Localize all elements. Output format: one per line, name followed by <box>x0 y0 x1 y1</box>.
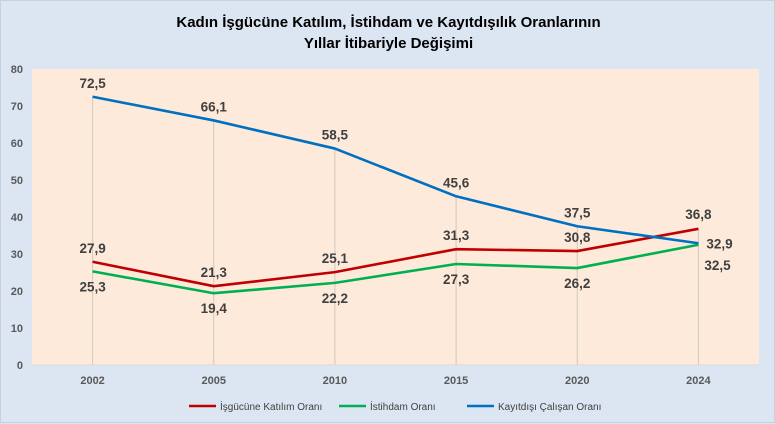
data-label: 58,5 <box>322 128 349 143</box>
data-label: 72,5 <box>79 76 106 91</box>
plot-area <box>32 69 759 365</box>
y-tick-label: 0 <box>17 360 23 372</box>
y-tick-label: 80 <box>11 64 23 76</box>
data-label: 25,3 <box>79 279 106 294</box>
x-tick-label: 2005 <box>202 375 226 387</box>
chart-title: Kadın İşgücüne Katılım, İstihdam ve Kayı… <box>1 12 775 54</box>
legend-label: İstihdam Oranı <box>370 400 436 413</box>
y-tick-label: 40 <box>11 212 23 224</box>
data-label: 45,6 <box>443 175 470 190</box>
x-tick-label: 2015 <box>444 375 468 387</box>
data-label: 32,5 <box>704 258 731 273</box>
series-line-2 <box>92 95 699 245</box>
data-label: 32,9 <box>706 236 732 251</box>
y-tick-label: 30 <box>11 249 23 261</box>
chart-title-line2: Yıllar İtibariyle Değişimi <box>303 35 474 52</box>
chart-title-line1: Kadın İşgücüne Katılım, İstihdam ve Kayı… <box>176 14 601 31</box>
y-tick-label: 10 <box>11 323 23 335</box>
y-tick-label: 50 <box>11 175 23 187</box>
series-line-1 <box>92 243 699 295</box>
legend-label: İşgücüne Katılım Oranı <box>220 400 322 413</box>
data-label: 30,8 <box>564 230 591 245</box>
data-label: 37,5 <box>564 205 591 220</box>
x-tick-label: 2002 <box>80 375 104 387</box>
data-label: 21,3 <box>201 265 228 280</box>
y-tick-label: 70 <box>11 101 23 113</box>
data-label: 66,1 <box>201 99 228 114</box>
x-tick-label: 2020 <box>565 375 589 387</box>
data-label: 22,2 <box>322 291 348 306</box>
data-label: 25,1 <box>322 251 349 266</box>
y-tick-label: 20 <box>11 286 23 298</box>
data-label: 31,3 <box>443 228 470 243</box>
legend-label: Kayıtdışı Çalışan Oranı <box>498 402 601 413</box>
x-tick-label: 2010 <box>323 375 347 387</box>
x-tick-label: 2024 <box>686 375 711 387</box>
data-label: 27,9 <box>79 241 105 256</box>
data-label: 19,4 <box>201 301 228 316</box>
y-tick-label: 60 <box>11 138 23 150</box>
data-label: 36,8 <box>685 207 712 222</box>
data-label: 27,3 <box>443 272 470 287</box>
data-label: 26,2 <box>564 276 590 291</box>
series-line-0 <box>92 227 699 288</box>
